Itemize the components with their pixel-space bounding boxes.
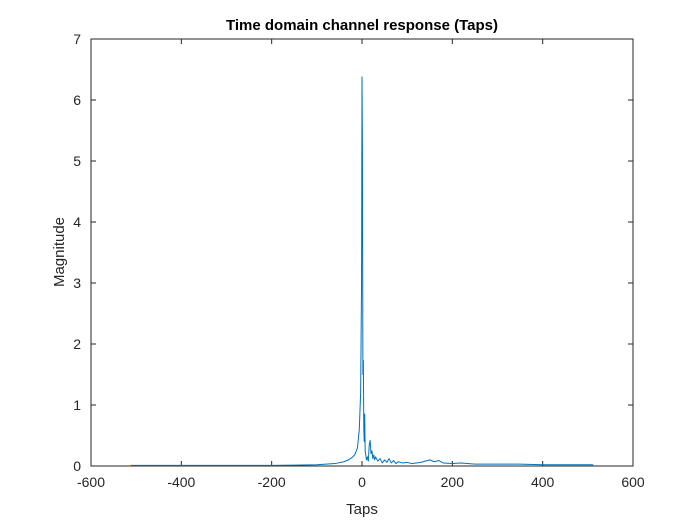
y-tick-label: 1 bbox=[73, 397, 81, 413]
y-axis-label: Magnitude bbox=[51, 217, 68, 287]
y-tick-label: 6 bbox=[73, 92, 81, 108]
x-tick-label: 200 bbox=[441, 474, 465, 490]
y-tick-label: 4 bbox=[73, 214, 81, 230]
chart-title: Time domain channel response (Taps) bbox=[226, 17, 498, 34]
x-tick-label: -200 bbox=[258, 474, 286, 490]
x-tick-label: -600 bbox=[77, 474, 105, 490]
y-tick-label: 0 bbox=[73, 458, 81, 474]
series-line bbox=[130, 76, 594, 466]
y-tick-label: 3 bbox=[73, 275, 81, 291]
y-tick-label: 2 bbox=[73, 336, 81, 352]
series-layer bbox=[130, 76, 594, 466]
x-axis-label: Taps bbox=[346, 501, 378, 518]
y-tick-label: 7 bbox=[73, 31, 81, 47]
x-tick-label: 400 bbox=[531, 474, 555, 490]
x-tick-label: -400 bbox=[167, 474, 195, 490]
x-tick-label: 600 bbox=[621, 474, 645, 490]
ticks-layer: -600 -400 -200 0 200 400 600 0 1 2 3 4 5 6 7 bbox=[73, 31, 645, 490]
y-tick-label: 5 bbox=[73, 153, 81, 169]
x-tick-label: 0 bbox=[358, 474, 366, 490]
